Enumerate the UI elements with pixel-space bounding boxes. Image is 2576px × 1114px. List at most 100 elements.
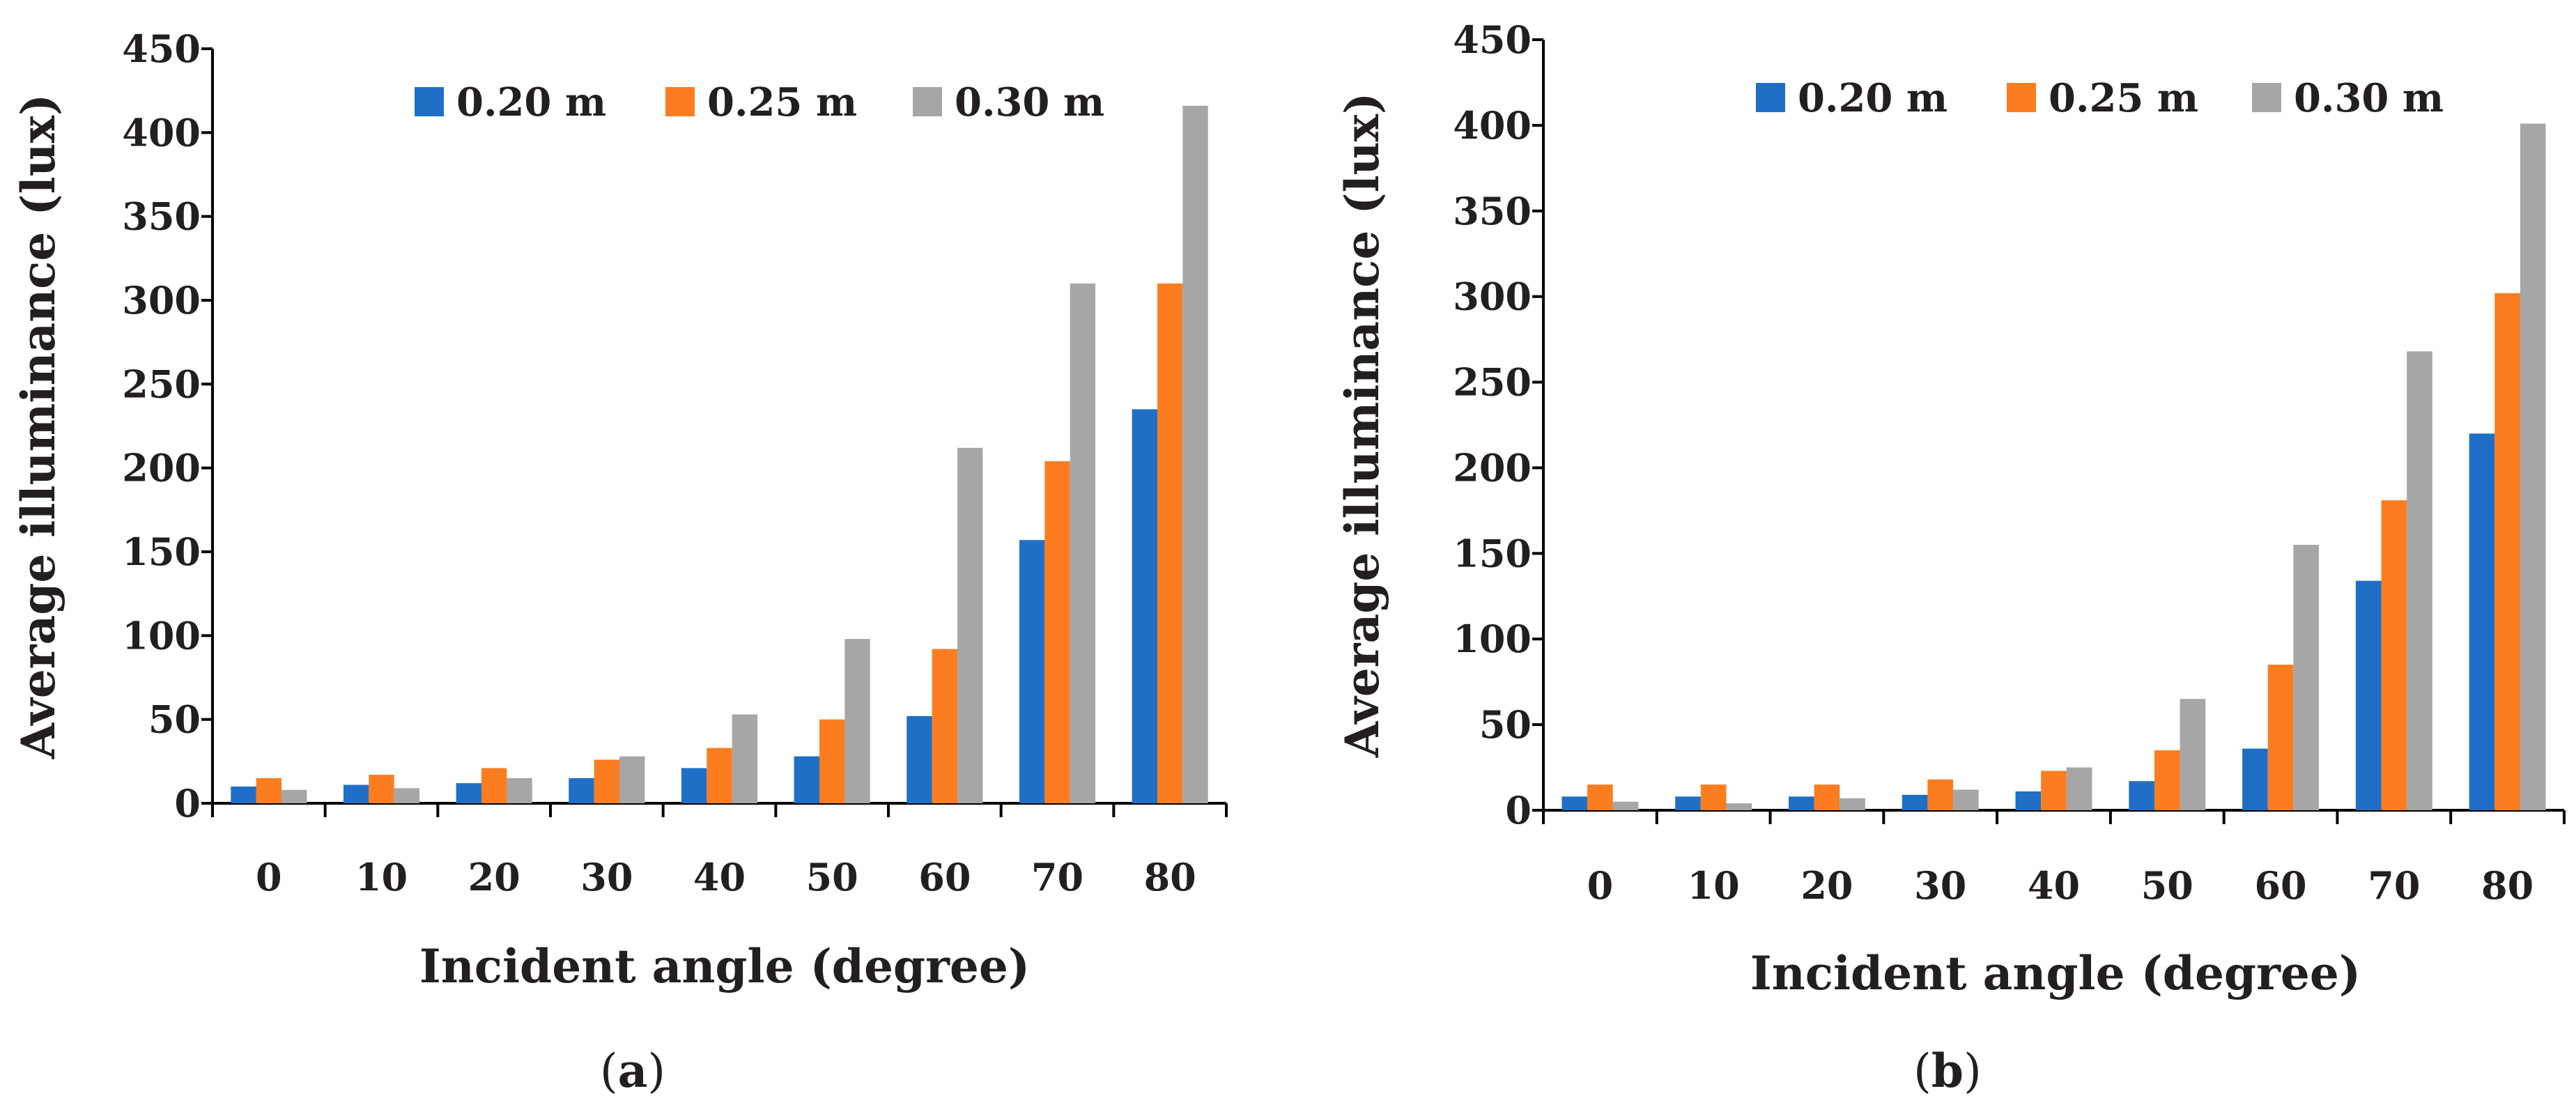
x-tick-label-b-4: 40 [2028, 863, 2080, 908]
bar-a-s0-40 [681, 768, 707, 803]
y-tick-label-a-5: 250 [122, 362, 201, 406]
y-tick-label-b-0: 0 [1505, 788, 1532, 833]
bar-a-s2-80 [1182, 105, 1208, 803]
x-tick-label-a-5: 50 [806, 855, 858, 899]
y-tick-label-b-2: 100 [1453, 617, 1532, 661]
panel-label-a: (a) [600, 1044, 665, 1098]
bar-b-s2-70 [2407, 351, 2432, 810]
bar-b-s2-60 [2293, 545, 2319, 810]
legend-swatch-b-0 [1756, 83, 1785, 112]
chart-panel-b: 0 50 100 150 200 250 300 350 400 450 0 10 20 30 40 50 6… [1335, 17, 2566, 1098]
legend-swatch-a-0 [415, 87, 444, 116]
x-tick-label-b-0: 0 [1587, 863, 1614, 908]
bar-b-s0-50 [2129, 781, 2154, 810]
bar-a-s2-50 [844, 639, 870, 803]
y-tick-label-a-6: 300 [122, 278, 201, 323]
bar-b-s1-40 [2041, 771, 2067, 810]
y-tick-label-b-6: 300 [1453, 274, 1532, 319]
legend-b: 0.20 m 0.25 m 0.30 m [1756, 75, 2444, 121]
x-tick-labels-a: 0 10 20 30 40 50 60 70 80 [256, 855, 1196, 899]
legend-label-a-1: 0.25 m [707, 79, 857, 125]
bar-a-s0-80 [1132, 409, 1157, 803]
bar-b-s1-30 [1927, 779, 1954, 810]
bar-a-s0-0 [231, 786, 256, 803]
bar-b-s2-10 [1726, 803, 1752, 810]
x-tick-labels-b: 0 10 20 30 40 50 60 70 80 [1587, 863, 2534, 908]
bar-b-s2-30 [1953, 789, 1979, 810]
y-tick-label-b-1: 50 [1479, 702, 1532, 747]
legend-label-b-0: 0.20 m [1798, 75, 1948, 121]
x-tick-label-a-6: 60 [918, 855, 971, 899]
bar-a-s2-30 [619, 756, 645, 803]
bar-a-s2-40 [732, 714, 758, 803]
x-tick-label-a-8: 80 [1144, 855, 1196, 899]
x-tick-label-b-7: 70 [2368, 863, 2420, 908]
bar-b-s1-80 [2494, 293, 2520, 810]
bar-a-s1-0 [256, 778, 282, 803]
x-axis-title-b: Incident angle (degree) [1750, 946, 2361, 1000]
chart-panel-a: 0 50 100 150 200 250 300 350 400 450 0 10 20 30 40 50 6… [11, 26, 1228, 1098]
y-tick-label-a-2: 100 [122, 613, 201, 658]
bar-a-s2-10 [394, 788, 420, 803]
y-tick-label-a-9: 450 [122, 26, 201, 71]
x-tick-label-a-4: 40 [693, 855, 746, 899]
x-tick-label-a-0: 0 [256, 855, 282, 899]
bar-b-s1-60 [2267, 665, 2294, 810]
y-ticks-b [1532, 38, 1543, 812]
legend-swatch-b-2 [2252, 83, 2281, 112]
y-tick-label-a-8: 400 [122, 110, 201, 155]
y-ticks-a [201, 47, 213, 805]
bar-b-s0-40 [2015, 791, 2042, 810]
bar-a-s2-0 [281, 789, 307, 803]
y-tick-label-b-3: 150 [1453, 531, 1532, 575]
bar-b-s0-80 [2469, 433, 2495, 810]
bar-a-s1-40 [707, 748, 732, 803]
bar-b-s0-10 [1675, 796, 1701, 810]
bar-a-s1-30 [594, 759, 620, 803]
bar-a-s0-30 [569, 778, 594, 803]
legend-label-b-2: 0.30 m [2294, 75, 2444, 121]
bar-a-s2-60 [957, 447, 983, 803]
y-tick-label-b-5: 250 [1453, 360, 1532, 405]
x-tick-label-b-8: 80 [2481, 863, 2533, 908]
bar-a-s1-60 [932, 649, 958, 803]
legend-label-b-1: 0.25 m [2049, 75, 2198, 121]
bar-a-s1-20 [481, 768, 507, 803]
x-tick-label-a-2: 20 [468, 855, 520, 899]
bar-b-s0-70 [2355, 580, 2382, 810]
y-tick-labels-b: 0 50 100 150 200 250 300 350 400 450 [1453, 17, 1532, 833]
bar-b-s0-20 [1789, 796, 1814, 810]
x-tick-label-b-2: 20 [1800, 863, 1853, 908]
x-tick-label-b-3: 30 [1914, 863, 1966, 908]
bar-a-s1-50 [819, 719, 845, 803]
y-tick-label-b-8: 400 [1453, 103, 1532, 148]
x-ticks-a [211, 803, 1228, 817]
panel-label-b: (b) [1913, 1044, 1982, 1098]
bar-a-s2-70 [1070, 283, 1096, 803]
x-ticks-b [1542, 810, 2566, 824]
legend-swatch-a-2 [913, 87, 942, 116]
bar-b-s2-40 [2066, 767, 2092, 810]
y-tick-labels-a: 0 50 100 150 200 250 300 350 400 450 [122, 26, 201, 826]
bar-a-s1-70 [1044, 461, 1070, 803]
bar-a-s0-20 [456, 783, 481, 803]
x-tick-label-a-1: 10 [355, 855, 408, 899]
bar-a-s1-80 [1157, 283, 1183, 803]
legend-label-a-0: 0.20 m [456, 79, 606, 125]
bar-b-s2-80 [2520, 123, 2546, 811]
legend-a: 0.20 m 0.25 m 0.30 m [415, 79, 1104, 125]
legend-swatch-b-1 [2007, 83, 2036, 112]
bar-a-s0-50 [794, 756, 819, 803]
bars-a [231, 105, 1208, 803]
bar-b-s2-0 [1612, 801, 1639, 810]
y-tick-label-b-7: 350 [1453, 189, 1532, 233]
bar-b-s1-0 [1587, 784, 1613, 810]
y-axis-title-b: Average illuminance (lux) [1335, 93, 1389, 758]
bar-b-s2-50 [2180, 699, 2206, 810]
x-tick-label-a-3: 30 [580, 855, 633, 899]
bar-b-s1-20 [1814, 784, 1840, 810]
bar-a-s2-20 [507, 778, 532, 803]
panel-letter-b: b [1931, 1044, 1964, 1098]
x-tick-label-b-5: 50 [2141, 863, 2193, 908]
